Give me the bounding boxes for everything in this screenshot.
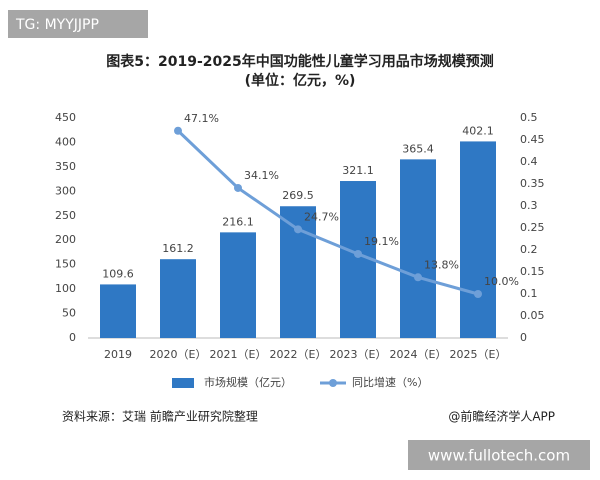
y2-tick-label: 0.05 xyxy=(520,309,545,322)
bar xyxy=(160,259,196,338)
bar xyxy=(100,284,136,338)
line-value-label: 13.8% xyxy=(424,258,459,271)
y2-tick-label: 0.5 xyxy=(520,111,538,124)
y-tick-label: 250 xyxy=(55,209,76,222)
line-value-label: 10.0% xyxy=(484,275,519,288)
y-tick-label: 300 xyxy=(55,184,76,197)
line xyxy=(176,129,479,296)
x-tick-label: 2025（E） xyxy=(450,348,507,361)
y2-tick-label: 0.35 xyxy=(520,177,545,190)
legend-label: 同比增速（%） xyxy=(352,375,428,389)
y2-tick-label: 0.2 xyxy=(520,243,538,256)
y-tick-label: 50 xyxy=(62,307,76,320)
x-tick-label: 2022（E） xyxy=(270,348,327,361)
bar-value-label: 216.1 xyxy=(222,215,254,228)
y2-tick-label: 0.25 xyxy=(520,221,545,234)
bar-value-label: 321.1 xyxy=(342,164,374,177)
bar-value-label: 402.1 xyxy=(462,124,494,137)
y2-tick-label: 0.3 xyxy=(520,199,538,212)
y-tick-label: 150 xyxy=(55,258,76,271)
y-tick-label: 0 xyxy=(69,331,76,344)
bar xyxy=(460,141,496,338)
line-marker xyxy=(354,249,362,258)
y2-tick-label: 0.1 xyxy=(520,287,538,300)
line-value-label: 24.7% xyxy=(304,210,339,223)
bar-value-label: 109.6 xyxy=(102,267,134,280)
line-marker xyxy=(234,183,242,192)
source: 资料来源：艾瑞 前瞻产业研究院整理 xyxy=(62,409,258,424)
x-tick-label: 2021（E） xyxy=(210,348,267,361)
chart-subtitle: (单位：亿元，%) xyxy=(245,72,356,89)
bar xyxy=(220,232,256,338)
x-tick-label: 2019 xyxy=(104,348,132,361)
bar-value-label: 269.5 xyxy=(282,189,314,202)
y2-tick-label: 0.4 xyxy=(520,155,538,168)
bar xyxy=(400,159,436,338)
y-tick-label: 450 xyxy=(55,111,76,124)
site: www.fullotech.com xyxy=(428,447,570,465)
bar-value-label: 365.4 xyxy=(402,142,434,155)
watermark-box xyxy=(8,10,148,38)
y-tick-label: 400 xyxy=(55,135,76,148)
line-marker xyxy=(294,225,302,234)
bar-value-label: 161.2 xyxy=(162,242,194,255)
x-tick-label: 2020（E） xyxy=(150,348,207,361)
line-marker xyxy=(474,290,482,298)
credit: @前瞻经济学人APP xyxy=(448,409,555,424)
y-tick-label: 350 xyxy=(55,160,76,173)
line-marker xyxy=(174,126,182,135)
y-tick-label: 200 xyxy=(55,233,76,246)
line-value-label: 34.1% xyxy=(244,169,279,182)
line-value-label: 19.1% xyxy=(364,235,399,248)
y-tick-label: 100 xyxy=(55,282,76,295)
y2-tick-label: 0 xyxy=(520,331,527,344)
y2-tick-label: 0.45 xyxy=(520,133,545,146)
chart-title: 图表5：2019-2025年中国功能性儿童学习用品市场规模预测 xyxy=(106,53,493,70)
line-marker xyxy=(414,273,422,282)
legend-label: 市场规模（亿元） xyxy=(204,375,292,389)
x-tick-label: 2023（E） xyxy=(330,348,387,361)
x-tick-label: 2024（E） xyxy=(390,348,447,361)
legend-swatch xyxy=(172,378,194,388)
y2-tick-label: 0.15 xyxy=(520,265,545,278)
site-box xyxy=(408,440,590,470)
legend-swatch xyxy=(329,379,337,387)
line-value-label: 47.1% xyxy=(184,112,219,125)
watermark: TG: MYYJJPP xyxy=(15,17,99,33)
